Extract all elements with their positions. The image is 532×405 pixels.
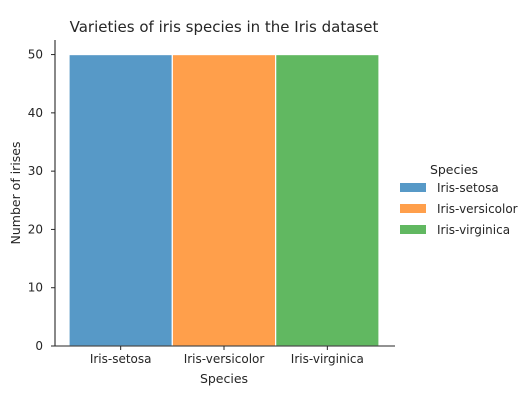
legend-swatch-iris-setosa <box>400 183 426 192</box>
bar-iris-versicolor <box>171 53 277 347</box>
bar-iris-setosa <box>68 53 173 347</box>
y-tick-label: 40 <box>28 106 43 120</box>
x-tick-label: Iris-setosa <box>90 352 152 366</box>
y-tick-label: 50 <box>28 48 43 62</box>
legend-label-iris-versicolor: Iris-versicolor <box>437 202 518 216</box>
y-tick-label: 0 <box>35 339 43 353</box>
bars-group <box>68 53 380 347</box>
legend-title: Species <box>430 162 478 177</box>
y-tick-label: 30 <box>28 164 43 178</box>
y-tick-label: 20 <box>28 222 43 236</box>
legend-swatch-iris-virginica <box>400 225 426 234</box>
y-axis-label: Number of irises <box>8 141 23 244</box>
legend-label-iris-setosa: Iris-setosa <box>437 181 499 195</box>
y-axis-ticks: 0 10 20 30 40 50 <box>28 48 55 353</box>
legend-label-iris-virginica: Iris-virginica <box>437 223 510 237</box>
chart-title: Varieties of iris species in the Iris da… <box>70 18 379 36</box>
y-tick-label: 10 <box>28 281 43 295</box>
x-tick-label: Iris-versicolor <box>184 352 265 366</box>
x-axis-ticks: Iris-setosa Iris-versicolor Iris-virginica <box>90 346 364 366</box>
bar-iris-virginica <box>275 53 380 347</box>
x-tick-label: Iris-virginica <box>291 352 364 366</box>
legend-swatch-iris-versicolor <box>400 204 426 213</box>
legend: Species Iris-setosa Iris-versicolor Iris-v… <box>400 162 518 237</box>
x-axis-label: Species <box>200 371 248 386</box>
